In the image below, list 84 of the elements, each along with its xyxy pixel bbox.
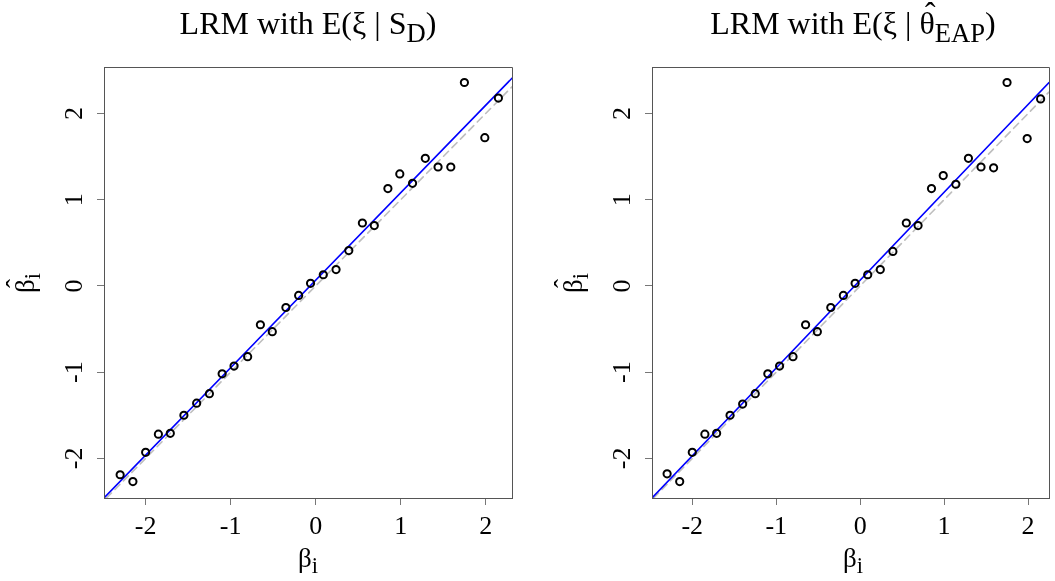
point	[407, 178, 418, 188]
chart-title: LRM with E(ξ | θ̂$_{EAP}$)	[710, 1, 996, 48]
x-tick-label: 1	[394, 511, 408, 541]
point	[294, 290, 304, 301]
point	[788, 352, 798, 362]
y-tick-label: 2	[607, 107, 636, 121]
point	[812, 327, 822, 337]
x-tick-label: 0	[853, 511, 867, 541]
point	[850, 278, 860, 288]
y-tick-label: 2	[59, 107, 88, 121]
point	[863, 270, 873, 280]
point	[675, 477, 685, 487]
x-tick-label: 2	[479, 511, 493, 541]
point	[165, 428, 175, 438]
y-tick-label: -1	[607, 361, 636, 383]
point	[115, 470, 125, 480]
point	[179, 410, 189, 420]
point	[229, 361, 239, 371]
x-axis-title: β$_{i}$	[297, 542, 319, 578]
point	[192, 398, 202, 408]
x-tick-label: -2	[134, 511, 157, 541]
point	[976, 162, 986, 172]
point	[712, 428, 722, 438]
x-tick-label: 2	[1021, 511, 1035, 541]
y-tick-label: 0	[59, 279, 88, 293]
point	[687, 447, 697, 457]
point	[951, 179, 961, 189]
x-tick-label: 1	[937, 511, 951, 541]
point	[267, 327, 277, 337]
point	[901, 218, 911, 228]
point	[826, 302, 836, 313]
x-axis-title: β$_{i}$	[842, 542, 864, 578]
point	[725, 410, 735, 420]
point	[305, 278, 316, 288]
point	[281, 302, 291, 313]
point	[243, 352, 253, 362]
x-tick-label: -1	[219, 511, 242, 541]
point	[255, 320, 265, 330]
point	[318, 270, 328, 280]
point	[888, 246, 898, 257]
point	[989, 163, 999, 173]
point	[738, 399, 748, 409]
point	[480, 133, 490, 143]
point	[913, 221, 923, 231]
y-tick-label: -2	[59, 447, 88, 470]
point	[662, 469, 672, 479]
point	[459, 77, 469, 88]
point	[875, 264, 885, 275]
point	[204, 389, 214, 399]
point	[1002, 77, 1012, 88]
point	[446, 162, 456, 172]
point	[700, 429, 710, 439]
point	[383, 183, 393, 194]
point	[344, 246, 354, 256]
point	[926, 183, 937, 194]
x-tick-label: 0	[309, 511, 323, 541]
point	[357, 218, 367, 228]
point	[395, 169, 405, 179]
point	[1022, 133, 1032, 144]
point	[750, 389, 760, 399]
point	[938, 171, 948, 181]
point	[763, 369, 773, 379]
point	[369, 221, 379, 231]
y-tick-label: 0	[607, 279, 636, 293]
y-tick-label: -2	[607, 447, 636, 470]
point	[331, 264, 341, 275]
y-tick-label: 1	[607, 193, 636, 207]
x-tick-label: -2	[681, 511, 704, 541]
y-tick-label: -1	[59, 361, 88, 383]
point	[153, 429, 163, 439]
point	[141, 447, 151, 457]
point	[420, 153, 430, 163]
point	[801, 320, 811, 330]
chart-title: LRM with E(ξ | S$_{D}$)	[179, 5, 437, 48]
x-tick-label: -1	[765, 511, 788, 541]
point	[838, 290, 848, 301]
point	[963, 153, 974, 163]
point	[774, 361, 785, 371]
point	[1036, 94, 1046, 104]
point	[433, 162, 443, 172]
point	[128, 477, 138, 487]
point	[493, 93, 503, 103]
y-tick-label: 1	[59, 193, 88, 207]
point	[217, 369, 227, 379]
